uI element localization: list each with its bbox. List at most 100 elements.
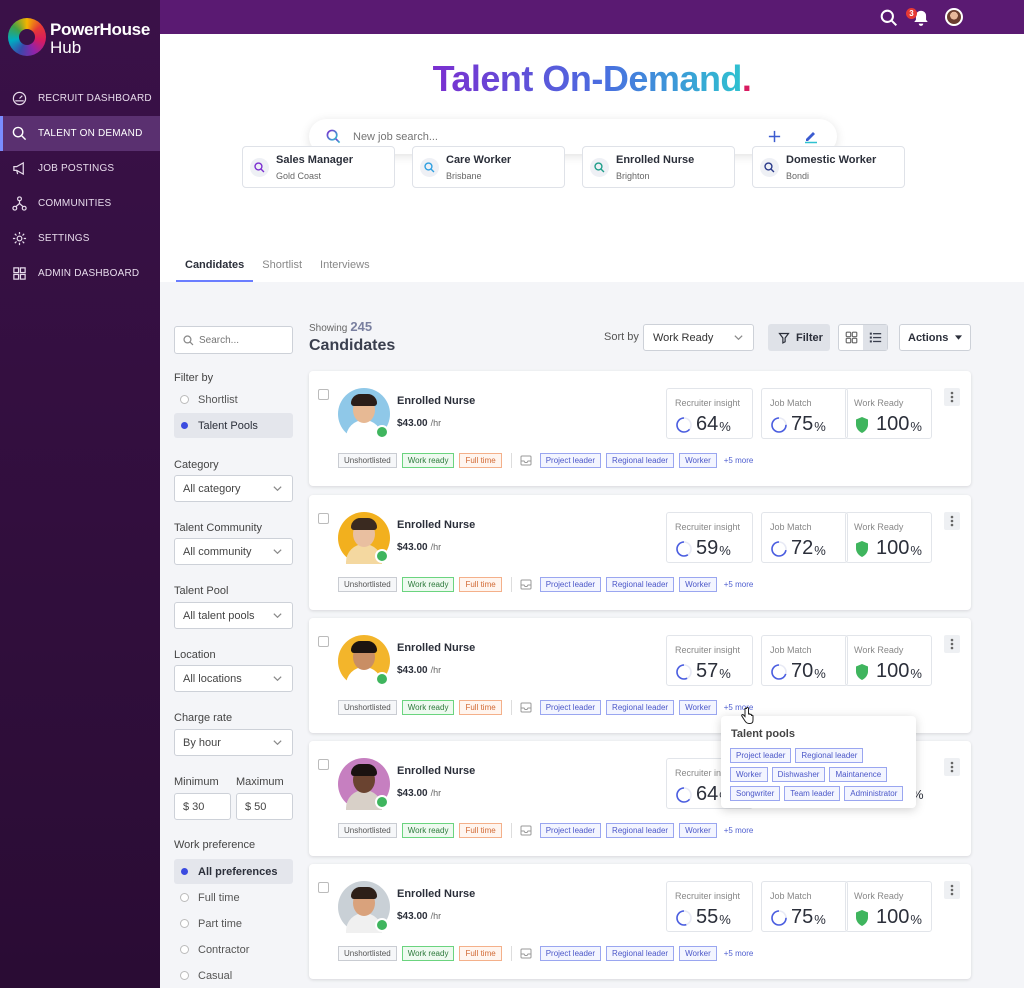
pool-tag[interactable]: Regional leader (795, 748, 864, 763)
pool-tag[interactable]: Maintanence (829, 767, 888, 782)
megaphone-icon (13, 161, 24, 176)
candidate-role[interactable]: Enrolled Nurse (397, 395, 476, 407)
dashboard-gauge-icon (12, 91, 27, 106)
candidate-rate: $43.00/hr (397, 542, 442, 553)
tab-candidates[interactable]: Candidates (176, 256, 254, 282)
more-pools-link[interactable]: +5 more (723, 949, 754, 958)
pool-tag[interactable]: Worker (679, 700, 717, 715)
minimum-rate-input[interactable]: $ 30 (174, 793, 231, 820)
candidate-select-checkbox[interactable] (318, 513, 329, 524)
pool-tag[interactable]: Team leader (784, 786, 841, 801)
candidate-role[interactable]: Enrolled Nurse (397, 765, 476, 777)
filter-by-talent-pools-radio[interactable]: Talent Pools (174, 413, 293, 438)
pool-tag[interactable]: Worker (679, 453, 717, 468)
quick-search-card[interactable]: Enrolled Nurse Brighton (582, 146, 735, 188)
work-pref-all-radio[interactable]: All preferences (174, 859, 293, 884)
pool-tag[interactable]: Project leader (539, 946, 602, 961)
more-pools-link[interactable]: +5 more (723, 826, 754, 835)
pool-tag[interactable]: Worker (679, 946, 717, 961)
inbox-icon[interactable] (520, 825, 532, 836)
sidebar-item-job-postings[interactable]: JOB POSTINGS (0, 151, 160, 186)
user-avatar[interactable] (945, 8, 963, 26)
pool-tag[interactable]: Worker (679, 577, 717, 592)
pool-tag[interactable]: Regional leader (606, 577, 675, 592)
search-icon[interactable] (880, 9, 898, 27)
tab-interviews[interactable]: Interviews (320, 259, 370, 271)
tab-shortlist[interactable]: Shortlist (262, 259, 303, 271)
more-pools-link[interactable]: +5 more (723, 456, 754, 465)
inbox-icon[interactable] (520, 948, 532, 959)
pool-tag[interactable]: Project leader (539, 700, 602, 715)
work-pref-casual-radio[interactable]: Casual (174, 963, 293, 988)
pool-tag[interactable]: Regional leader (606, 823, 675, 838)
pool-tag[interactable]: Regional leader (606, 946, 675, 961)
candidate-more-menu-button[interactable] (944, 635, 960, 653)
work-pref-contractor-radio[interactable]: Contractor (174, 937, 293, 962)
sidebar-item-admin-dashboard[interactable]: ADMIN DASHBOARD (0, 256, 160, 291)
candidate-more-menu-button[interactable] (944, 512, 960, 530)
location-select[interactable]: All locations (174, 665, 293, 692)
search-icon (250, 158, 269, 177)
candidate-card[interactable]: Enrolled Nurse $43.00/hr Unshortlisted Work… (309, 864, 971, 979)
category-select[interactable]: All category (174, 475, 293, 502)
quick-search-card[interactable]: Domestic Worker Bondi (752, 146, 905, 188)
brand-logo[interactable]: PowerHouse Hub (8, 16, 158, 57)
pool-tag[interactable]: Administrator (844, 786, 904, 801)
filter-search-input[interactable] (199, 334, 284, 346)
candidate-avatar[interactable] (338, 881, 390, 933)
candidate-select-checkbox[interactable] (318, 389, 329, 400)
quick-search-card[interactable]: Sales Manager Gold Coast (242, 146, 395, 188)
inbox-icon[interactable] (520, 455, 532, 466)
candidate-select-checkbox[interactable] (318, 636, 329, 647)
pool-tag[interactable]: Project leader (539, 823, 602, 838)
filter-by-shortlist-radio[interactable]: Shortlist (174, 387, 293, 412)
notifications-button[interactable]: 3 (906, 8, 930, 27)
pool-tag[interactable]: Worker (730, 767, 768, 782)
candidate-more-menu-button[interactable] (944, 388, 960, 406)
plus-icon[interactable] (767, 129, 782, 144)
candidate-role[interactable]: Enrolled Nurse (397, 642, 476, 654)
candidate-card[interactable]: Enrolled Nurse $43.00/hr Unshortlisted Work… (309, 618, 971, 733)
candidate-select-checkbox[interactable] (318, 882, 329, 893)
pencil-edit-icon[interactable] (803, 128, 819, 144)
pool-tag[interactable]: Project leader (730, 748, 792, 763)
candidate-more-menu-button[interactable] (944, 758, 960, 776)
quick-search-card[interactable]: Care Worker Brisbane (412, 146, 565, 188)
actions-dropdown[interactable]: Actions (899, 324, 971, 351)
job-search-input[interactable] (353, 130, 733, 143)
sort-select[interactable]: Work Ready (643, 324, 754, 351)
work-pref-part-time-radio[interactable]: Part time (174, 911, 293, 936)
work-pref-full-time-radio[interactable]: Full time (174, 885, 293, 910)
inbox-icon[interactable] (520, 702, 532, 713)
pool-tag[interactable]: Project leader (539, 577, 602, 592)
candidate-avatar[interactable] (338, 512, 390, 564)
pool-tag[interactable]: Regional leader (606, 453, 675, 468)
candidate-role[interactable]: Enrolled Nurse (397, 519, 476, 531)
filter-button[interactable]: Filter (768, 324, 830, 351)
talent-community-select[interactable]: All community (174, 538, 293, 565)
candidate-card[interactable]: Enrolled Nurse $43.00/hr Unshortlisted Work… (309, 371, 971, 486)
quick-search-location: Brighton (616, 171, 650, 181)
sidebar-item-settings[interactable]: SETTINGS (0, 221, 160, 256)
candidate-role[interactable]: Enrolled Nurse (397, 888, 476, 900)
pool-tag[interactable]: Regional leader (606, 700, 675, 715)
inbox-icon[interactable] (520, 579, 532, 590)
sidebar-item-communities[interactable]: COMMUNITIES (0, 186, 160, 221)
grid-view-button[interactable] (839, 325, 863, 350)
progress-ring-icon (676, 416, 692, 433)
sidebar-item-talent-on-demand[interactable]: TALENT ON DEMAND (0, 116, 160, 151)
pool-tag[interactable]: Dishwasher (771, 767, 826, 782)
talent-pool-select[interactable]: All talent pools (174, 602, 293, 629)
charge-rate-select[interactable]: By hour (174, 729, 293, 756)
maximum-rate-input[interactable]: $ 50 (236, 793, 293, 820)
candidate-more-menu-button[interactable] (944, 881, 960, 899)
pool-tag[interactable]: Project leader (539, 453, 602, 468)
list-view-button[interactable] (863, 325, 887, 350)
candidate-card[interactable]: Enrolled Nurse $43.00/hr Unshortlisted Work… (309, 495, 971, 610)
more-pools-link[interactable]: +5 more (723, 703, 754, 712)
pool-tag[interactable]: Worker (679, 823, 717, 838)
more-pools-link[interactable]: +5 more (723, 580, 754, 589)
pool-tag[interactable]: Songwriter (730, 786, 781, 801)
sidebar-item-recruit-dashboard[interactable]: RECRUIT DASHBOARD (0, 81, 160, 116)
candidate-select-checkbox[interactable] (318, 759, 329, 770)
